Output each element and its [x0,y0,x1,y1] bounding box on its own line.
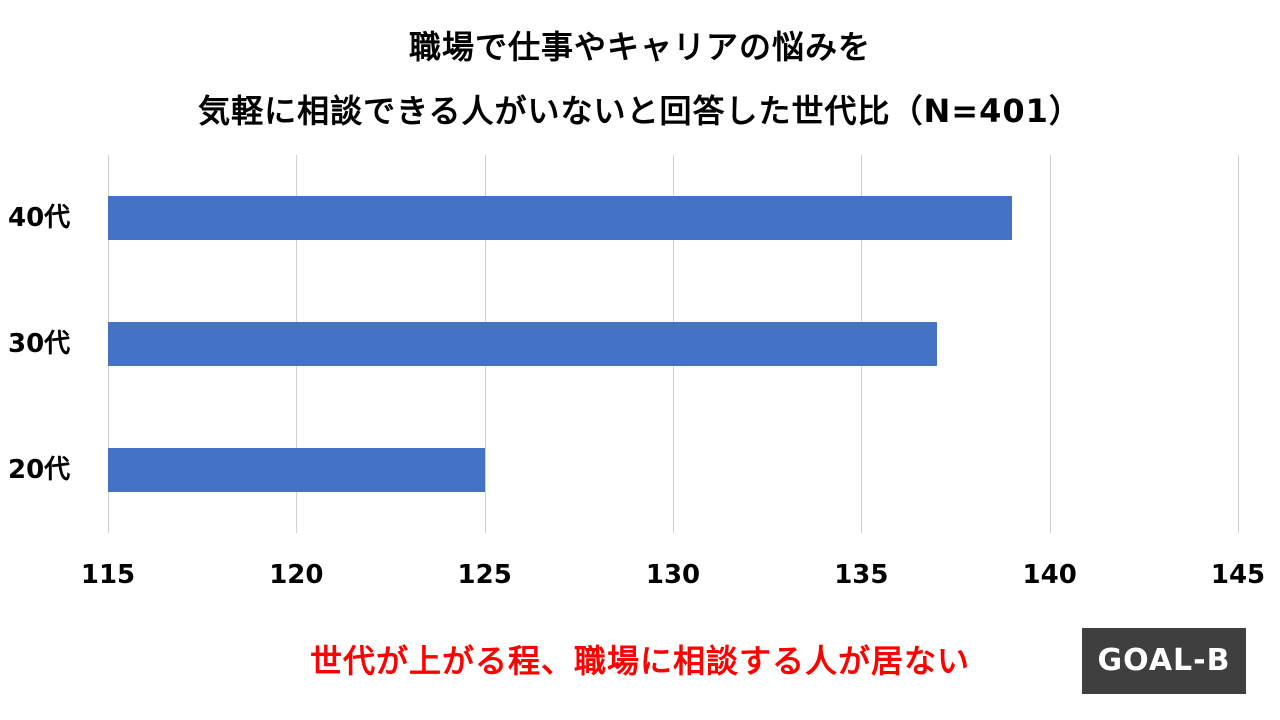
plot-area [108,155,1239,533]
category-label: 40代 [8,203,71,233]
category-label: 20代 [8,455,71,485]
bar-20代 [108,448,485,492]
chart-title-line-1: 職場で仕事やキャリアの悩みを [408,28,871,66]
gridline [1049,155,1051,533]
tick-label: 115 [80,560,136,590]
tick-label: 130 [645,560,701,590]
tick-label: 140 [1022,560,1077,590]
chart-title-line-2: 気軽に相談できる人がいないと回答した世代比（N=401） [198,92,1082,130]
bar-30代 [108,322,937,366]
goal-b-logo: GOAL-B [1082,628,1246,694]
tick-label: 145 [1210,560,1266,590]
tick-label: 135 [834,560,889,590]
conclusion-caption: 世代が上がる程、職場に相談する人が居ない [309,642,970,680]
gridline [1238,155,1239,533]
category-label: 30代 [8,329,71,359]
tick-label: 125 [457,560,512,590]
tick-label: 120 [269,560,324,590]
bar-40代 [108,196,1012,240]
